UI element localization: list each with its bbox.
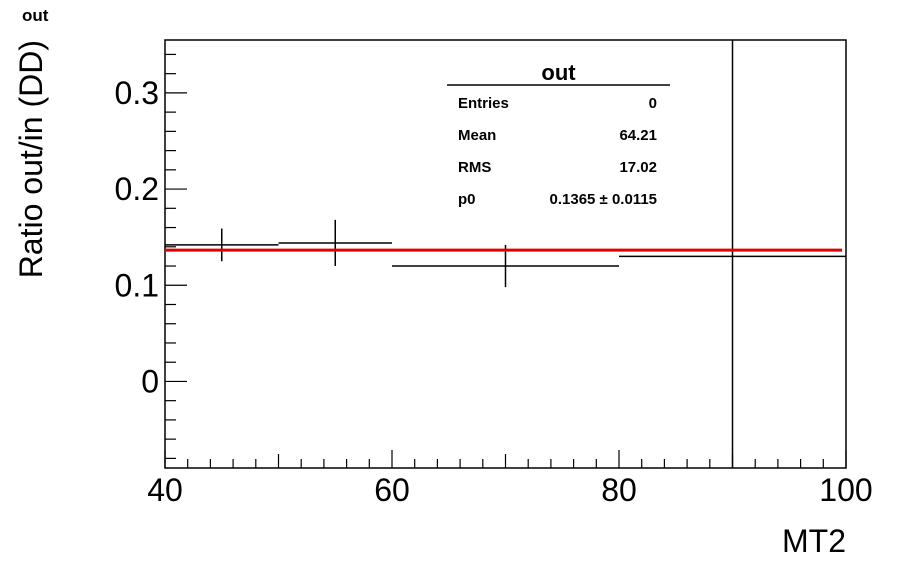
stats-label: Entries <box>458 95 509 112</box>
y-tick-label: 0.1 <box>115 267 159 303</box>
stats-value: 0.1365 ± 0.0115 <box>550 191 658 208</box>
data-marks <box>165 40 846 468</box>
stats-box: out Entries 0 Mean 64.21 RMS 17.02 p0 0.1365 ± 0… <box>447 60 670 208</box>
stats-label: RMS <box>458 159 491 176</box>
data-point <box>619 40 846 468</box>
stats-label: Mean <box>458 127 496 144</box>
stats-label: p0 <box>458 191 476 208</box>
stats-value: 17.02 <box>619 159 657 176</box>
stats-title: out <box>541 60 576 85</box>
data-point <box>165 228 279 262</box>
stats-value: 0 <box>649 95 657 112</box>
x-tick-label: 80 <box>601 472 637 508</box>
x-axis-label: MT2 <box>782 523 846 559</box>
x-tick-label: 60 <box>374 472 410 508</box>
y-tick-label: 0.2 <box>115 171 159 207</box>
axes: 0 0.1 0.2 0.3 40 60 80 100 <box>115 39 873 508</box>
stats-value: 64.21 <box>619 127 657 144</box>
y-tick-label: 0 <box>141 363 159 399</box>
x-tick-label: 100 <box>819 472 872 508</box>
x-tick-label: 40 <box>147 472 183 508</box>
y-axis-label: Ratio out/in (DD) <box>13 40 49 278</box>
corner-title: out <box>22 6 49 25</box>
y-tick-label: 0.3 <box>115 75 159 111</box>
data-point <box>392 244 619 288</box>
data-point <box>278 219 392 267</box>
